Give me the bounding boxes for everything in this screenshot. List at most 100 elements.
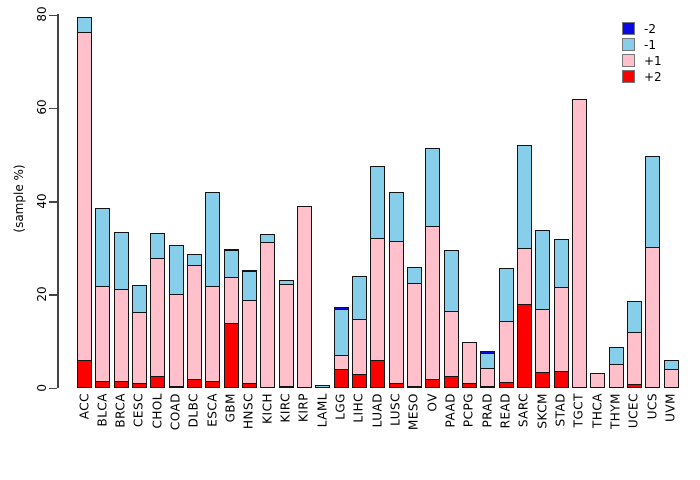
bar-pcpg bbox=[461, 342, 477, 388]
bar-segment-dlbc-+2 bbox=[186, 379, 202, 388]
legend-label-+2: +2 bbox=[644, 69, 662, 84]
bar-segment-acc--1 bbox=[77, 17, 92, 33]
x-label-text: LUAD bbox=[370, 393, 385, 428]
plot-area bbox=[77, 15, 692, 388]
bar-segment-blca-+1 bbox=[95, 286, 111, 382]
y-tick-0 bbox=[49, 387, 57, 389]
x-label-text: KIRP bbox=[296, 393, 311, 422]
bar-cesc bbox=[131, 285, 147, 388]
x-label-paad: PAAD bbox=[443, 393, 458, 430]
bar-thca bbox=[590, 373, 606, 388]
bar-segment-esca-+2 bbox=[205, 381, 221, 388]
x-label-text: UCS bbox=[645, 393, 660, 420]
x-label-chol: CHOL bbox=[150, 393, 164, 432]
y-tick-20 bbox=[49, 294, 57, 296]
bar-segment-coad-+2 bbox=[168, 386, 184, 388]
bar-segment-ucs-+1 bbox=[645, 247, 661, 388]
x-label-text: OV bbox=[425, 393, 440, 412]
legend: -2 -1 +1 +2 bbox=[622, 21, 662, 85]
x-label-ucs: UCS bbox=[645, 393, 660, 422]
x-label-skcm: SKCM bbox=[535, 393, 549, 432]
x-label-brca: BRCA bbox=[113, 393, 128, 431]
bar-segment-blca--1 bbox=[95, 208, 111, 287]
bar-segment-brca--1 bbox=[113, 232, 129, 290]
bar-segment-thca-+1 bbox=[590, 373, 606, 388]
bar-segment-lihc--1 bbox=[351, 276, 367, 320]
x-label-acc: ACC bbox=[77, 393, 91, 422]
x-label-dlbc: DLBC bbox=[187, 393, 201, 430]
bar-gbm bbox=[223, 249, 239, 388]
x-label-esca: ESCA bbox=[205, 393, 220, 430]
bar-segment-paad-+2 bbox=[443, 376, 459, 388]
bar-segment-prad-+2 bbox=[480, 386, 496, 388]
y-axis-title: (sample %) bbox=[12, 164, 26, 235]
x-label-luad: LUAD bbox=[370, 393, 385, 430]
x-label-lihc: LIHC bbox=[352, 393, 366, 426]
bar-ov bbox=[425, 148, 441, 388]
x-label-sarc: SARC bbox=[516, 393, 531, 430]
y-tick-label-text: 80 bbox=[35, 6, 49, 22]
bar-blca bbox=[95, 208, 111, 388]
x-label-text: BRCA bbox=[113, 393, 128, 428]
x-label-text: SARC bbox=[516, 393, 531, 428]
x-label-kich: KICH bbox=[260, 393, 274, 427]
x-label-text: HNSC bbox=[241, 393, 256, 429]
x-label-text: CESC bbox=[131, 393, 146, 427]
x-label-text: UVM bbox=[663, 393, 678, 422]
bar-esca bbox=[205, 192, 221, 388]
bar-uvm bbox=[663, 360, 679, 388]
bar-brca bbox=[113, 232, 129, 388]
bar-segment-kirc-+1 bbox=[278, 284, 294, 387]
y-tick-label-0: 0 bbox=[35, 382, 49, 394]
bar-segment-cesc-+1 bbox=[131, 312, 147, 384]
bar-segment-luad-+2 bbox=[370, 360, 386, 388]
bar-segment-cesc--1 bbox=[131, 285, 147, 313]
bar-acc bbox=[77, 17, 92, 388]
bar-lgg bbox=[333, 307, 349, 388]
y-tick-label-40: 40 bbox=[35, 193, 49, 210]
bar-segment-lihc-+1 bbox=[351, 319, 367, 375]
bar-segment-read-+1 bbox=[498, 321, 514, 383]
x-label-text: ESCA bbox=[205, 393, 220, 427]
y-tick-60 bbox=[49, 107, 57, 110]
x-label-text: PAAD bbox=[443, 393, 458, 428]
bar-segment-meso--1 bbox=[406, 267, 422, 284]
bar-segment-dlbc-+1 bbox=[186, 265, 202, 380]
x-label-text: STAD bbox=[553, 393, 568, 427]
x-label-kirp: KIRP bbox=[296, 393, 311, 425]
bar-segment-prad--1 bbox=[480, 353, 496, 369]
bar-luad bbox=[370, 166, 386, 388]
bar-kich bbox=[260, 234, 276, 388]
bar-lihc bbox=[351, 276, 367, 388]
x-label-text: KIRC bbox=[278, 393, 293, 423]
bar-meso bbox=[406, 267, 422, 388]
bar-segment-lgg--1 bbox=[333, 309, 349, 356]
bar-dlbc bbox=[186, 254, 202, 388]
x-label-text: GBM bbox=[223, 393, 238, 423]
x-label-blca: BLCA bbox=[95, 393, 109, 430]
bar-segment-paad--1 bbox=[443, 250, 459, 312]
bar-segment-sarc--1 bbox=[516, 145, 532, 249]
bar-read bbox=[498, 268, 514, 388]
bar-segment-lgg-+1 bbox=[333, 355, 349, 370]
x-label-stad: STAD bbox=[553, 393, 568, 429]
bar-segment-ucs--1 bbox=[645, 156, 661, 248]
x-label-text: LAML bbox=[315, 393, 330, 428]
bar-segment-skcm-+1 bbox=[535, 309, 551, 373]
bar-paad bbox=[443, 250, 459, 388]
bar-segment-skcm-+2 bbox=[535, 372, 551, 388]
bar-laml bbox=[315, 385, 331, 388]
x-label-text: COAD bbox=[168, 393, 183, 431]
bar-segment-uvm-+1 bbox=[663, 369, 679, 388]
bar-segment-stad-+1 bbox=[553, 287, 569, 372]
bar-segment-brca-+1 bbox=[113, 289, 129, 382]
bar-segment-pcpg-+1 bbox=[461, 342, 477, 384]
bar-segment-brca-+2 bbox=[113, 381, 129, 388]
bar-segment-meso-+1 bbox=[406, 283, 422, 387]
x-label-text: THYM bbox=[608, 393, 623, 430]
y-tick-80 bbox=[49, 14, 57, 16]
x-label-text: THCA bbox=[590, 393, 605, 428]
bar-segment-chol-+2 bbox=[150, 376, 166, 388]
bar-segment-lusc-+1 bbox=[388, 241, 404, 384]
y-tick-label-60: 60 bbox=[35, 100, 49, 117]
